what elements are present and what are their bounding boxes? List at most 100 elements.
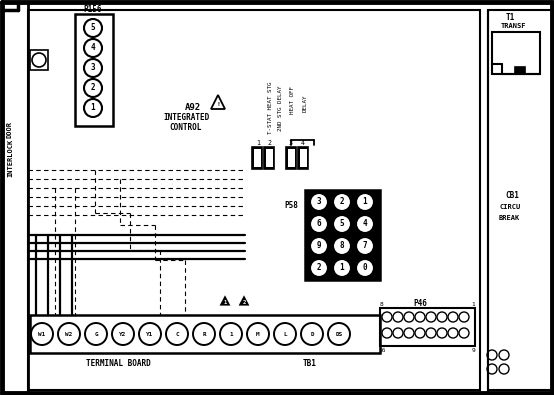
Circle shape (487, 350, 497, 360)
Text: C: C (175, 331, 179, 337)
Circle shape (333, 237, 351, 255)
Text: 2: 2 (243, 301, 245, 305)
Text: CB1: CB1 (505, 190, 519, 199)
Bar (30, 50, 48, 70)
Text: 16: 16 (378, 348, 386, 352)
Circle shape (166, 323, 188, 345)
Circle shape (310, 193, 328, 211)
Text: 9: 9 (317, 241, 321, 250)
Text: 8: 8 (380, 301, 384, 307)
Bar (264, 147, 274, 169)
Bar (286, 147, 296, 169)
Circle shape (220, 323, 242, 345)
Text: TERMINAL BOARD: TERMINAL BOARD (86, 359, 150, 367)
Text: 2: 2 (317, 263, 321, 273)
Text: 1: 1 (223, 301, 227, 305)
Circle shape (393, 328, 403, 338)
Text: 4: 4 (91, 43, 95, 53)
Text: BREAK: BREAK (499, 215, 520, 221)
Text: 9: 9 (471, 348, 475, 352)
Circle shape (193, 323, 215, 345)
Bar (298, 147, 308, 169)
Circle shape (58, 323, 80, 345)
Circle shape (437, 312, 447, 322)
Circle shape (32, 53, 46, 67)
Circle shape (459, 328, 469, 338)
Bar (380, 308, 475, 346)
Circle shape (459, 312, 469, 322)
Circle shape (487, 364, 497, 374)
Circle shape (85, 323, 107, 345)
Bar (254, 149, 260, 167)
Circle shape (415, 328, 425, 338)
Text: INTERLOCK: INTERLOCK (7, 139, 13, 177)
Circle shape (328, 323, 350, 345)
Circle shape (84, 39, 102, 57)
Circle shape (382, 328, 392, 338)
Circle shape (31, 323, 53, 345)
Text: 1: 1 (229, 331, 233, 337)
Circle shape (448, 312, 458, 322)
Circle shape (426, 328, 436, 338)
Circle shape (247, 323, 269, 345)
Circle shape (404, 328, 414, 338)
Text: HEAT OFF: HEAT OFF (290, 86, 295, 114)
Text: P58: P58 (284, 201, 298, 209)
Text: 8: 8 (340, 241, 345, 250)
Circle shape (301, 323, 323, 345)
Bar (515, 67, 525, 74)
Bar (288, 149, 295, 167)
Bar (28, 10, 480, 390)
Text: L: L (283, 331, 287, 337)
Circle shape (382, 312, 392, 322)
Circle shape (333, 259, 351, 277)
Circle shape (112, 323, 134, 345)
Text: 5: 5 (91, 23, 95, 32)
Polygon shape (239, 295, 249, 306)
Text: 1: 1 (91, 103, 95, 113)
Bar (305, 190, 380, 280)
Text: 4: 4 (363, 220, 367, 228)
Circle shape (499, 364, 509, 374)
Circle shape (356, 237, 374, 255)
Text: DS: DS (335, 331, 342, 337)
Text: P46: P46 (413, 299, 427, 308)
Circle shape (356, 259, 374, 277)
Text: TB1: TB1 (303, 359, 317, 367)
Circle shape (404, 312, 414, 322)
Text: !: ! (216, 102, 220, 107)
Text: DOOR: DOOR (7, 122, 13, 139)
Circle shape (415, 312, 425, 322)
Bar (492, 32, 540, 74)
Circle shape (139, 323, 161, 345)
Circle shape (356, 215, 374, 233)
Text: 2ND STG DELAY: 2ND STG DELAY (279, 85, 284, 131)
Bar (300, 149, 306, 167)
Text: CIRCU: CIRCU (499, 204, 521, 210)
Text: M: M (256, 331, 260, 337)
Circle shape (356, 193, 374, 211)
Circle shape (84, 99, 102, 117)
Circle shape (426, 312, 436, 322)
Text: 2: 2 (267, 140, 271, 146)
Text: T1: T1 (505, 13, 515, 21)
Text: 7: 7 (363, 241, 367, 250)
Circle shape (274, 323, 296, 345)
Text: 3: 3 (289, 140, 293, 146)
Bar (30, 315, 380, 353)
Circle shape (499, 350, 509, 360)
Text: 1: 1 (340, 263, 345, 273)
Polygon shape (219, 295, 230, 306)
Text: W2: W2 (65, 331, 73, 337)
Text: P156: P156 (84, 6, 102, 15)
Circle shape (310, 215, 328, 233)
Text: Y2: Y2 (119, 331, 127, 337)
Circle shape (310, 237, 328, 255)
Text: 2: 2 (340, 198, 345, 207)
Text: 3: 3 (317, 198, 321, 207)
Text: INTEGRATED: INTEGRATED (163, 113, 209, 122)
Bar (252, 147, 262, 169)
Text: 0: 0 (363, 263, 367, 273)
Text: T-STAT HEAT STG: T-STAT HEAT STG (268, 82, 273, 134)
Circle shape (448, 328, 458, 338)
